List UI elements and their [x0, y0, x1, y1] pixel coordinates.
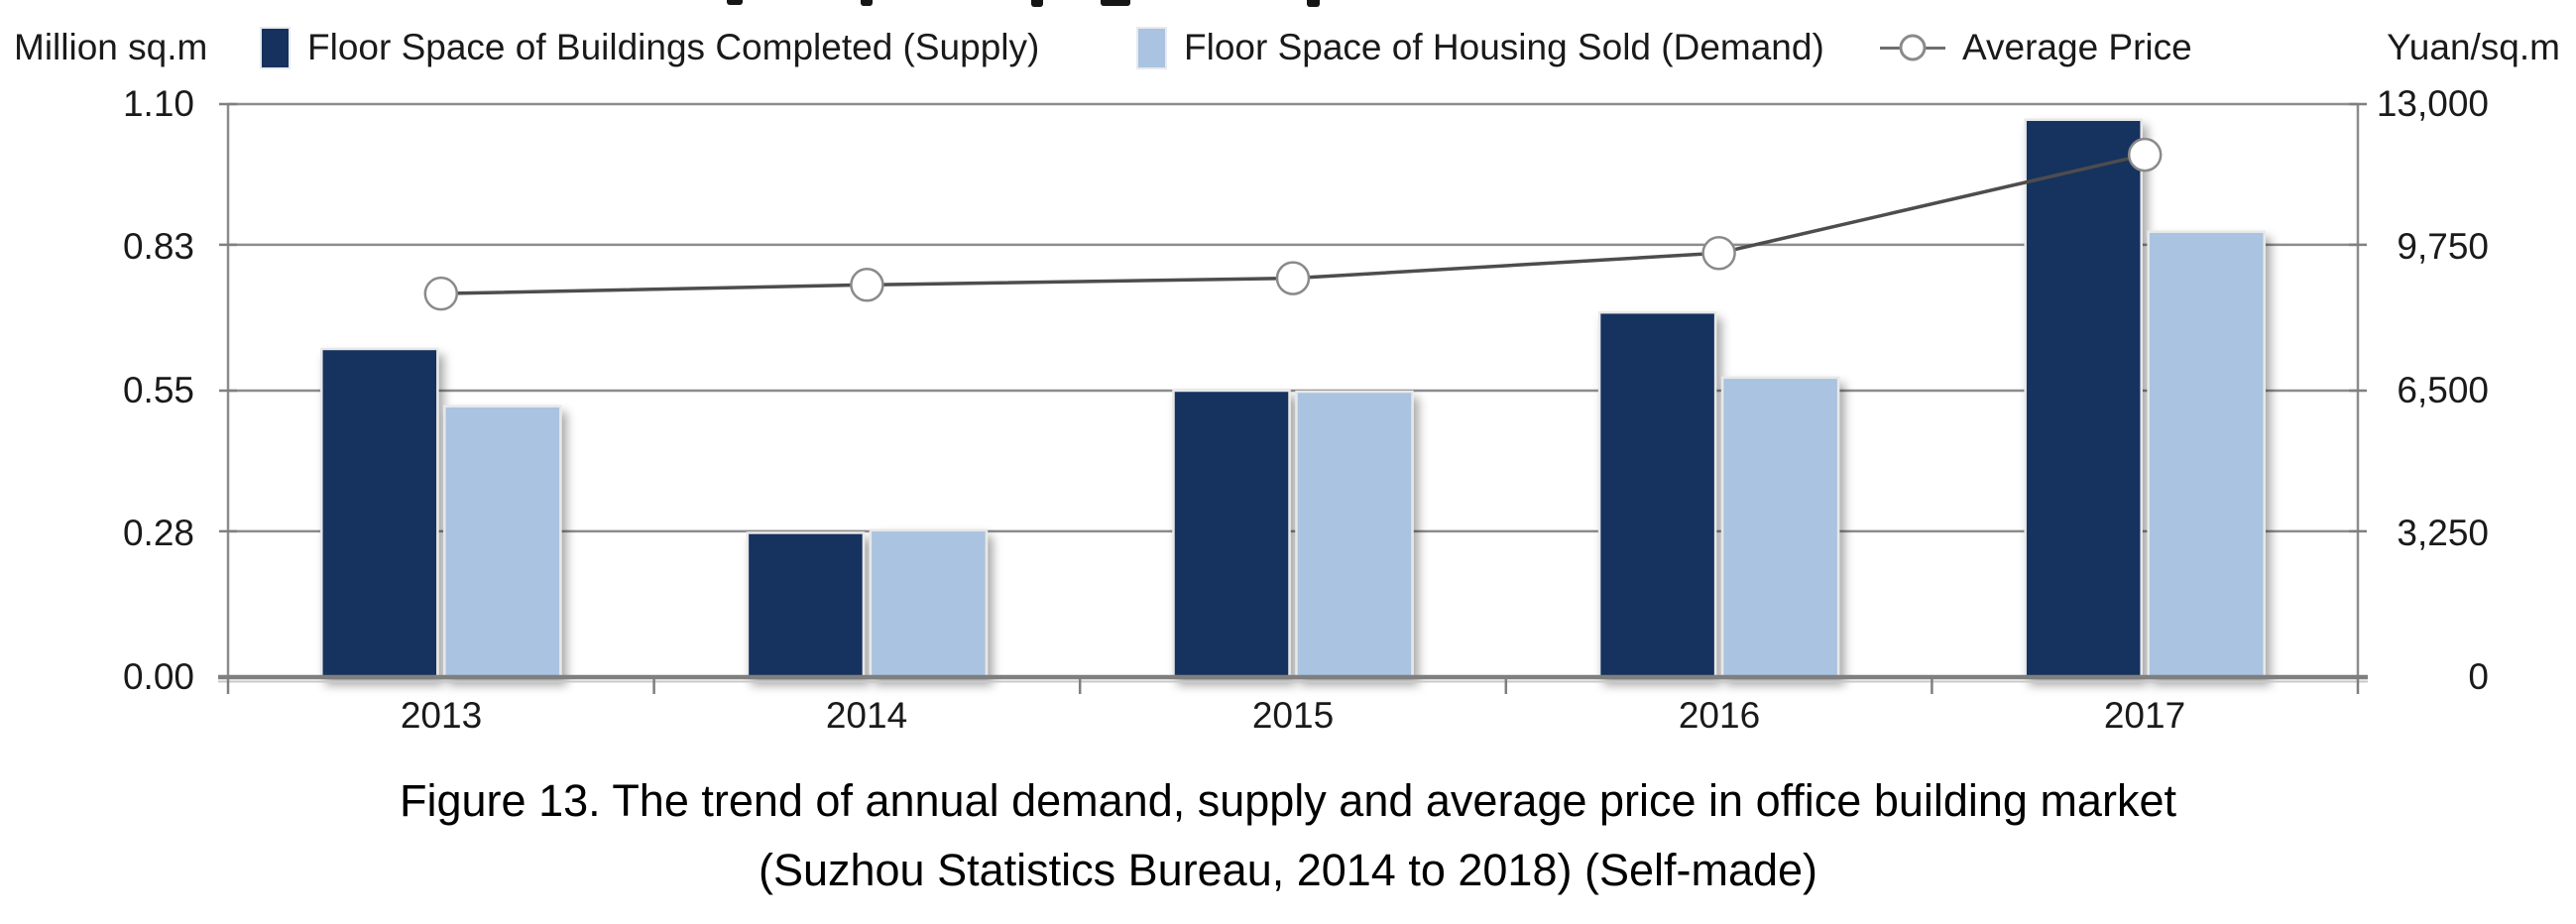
average-price-legend-label: Average Price [1962, 27, 2192, 67]
x-axis-label-2016: 2016 [1678, 695, 1761, 736]
cropped-text-artifact [1307, 0, 1320, 7]
gridlines [228, 102, 2358, 533]
average-price-point [1275, 261, 1311, 295]
supply-legend-label: Floor Space of Buildings Completed (Supp… [307, 27, 1040, 67]
average-price-point [2127, 137, 2163, 173]
left-axis-tick: 0.55 [122, 370, 194, 410]
cropped-text-artifact [1101, 0, 1130, 6]
figure-caption-line1: Figure 13. The trend of annual demand, s… [400, 775, 2176, 826]
legend-item-demand: Floor Space of Housing Sold (Demand) [1136, 24, 1824, 71]
x-axis-label-2015: 2015 [1251, 695, 1335, 736]
supply-legend-swatch [260, 26, 291, 69]
right-axis-tick: 13,000 [2376, 83, 2489, 124]
figure-caption-line2: (Suzhou Statistics Bureau, 2014 to 2018)… [758, 845, 1818, 895]
average-price-point [423, 276, 459, 311]
average-price-point [1701, 236, 1736, 271]
x-axis-label-2017: 2017 [2103, 695, 2186, 736]
left-axis-tick: 0.28 [122, 513, 194, 553]
left-axis-unit-label: Million sq.m [14, 27, 208, 67]
right-axis-tick: 0 [2468, 656, 2489, 697]
cropped-text-artifact [1031, 0, 1043, 7]
x-axis [218, 674, 2368, 694]
cropped-text-artifact [861, 0, 873, 6]
legend-item-average-price: Average Price [1880, 24, 2192, 71]
x-axis-label-2013: 2013 [400, 695, 483, 736]
left-axis-tick: 1.10 [122, 83, 194, 124]
left-axis-tick: 0.00 [122, 656, 194, 697]
left-axis-tick: 0.83 [122, 226, 194, 267]
x-axis-label-2014: 2014 [825, 695, 908, 736]
average-price-point [850, 268, 884, 302]
demand-legend-swatch [1136, 26, 1167, 69]
average-price-line [423, 137, 2163, 311]
right-axis-unit-label: Yuan/sq.m [2387, 27, 2560, 67]
right-axis-tick: 9,750 [2397, 226, 2489, 267]
cropped-text-artifact [727, 0, 743, 5]
combo-chart-plot [218, 102, 2368, 694]
bar-series-demand [443, 230, 2266, 679]
right-axis-tick: 6,500 [2397, 370, 2489, 410]
demand-legend-label: Floor Space of Housing Sold (Demand) [1184, 27, 1824, 67]
legend-item-supply: Floor Space of Buildings Completed (Supp… [260, 24, 1039, 71]
right-axis-tick: 3,250 [2397, 513, 2489, 553]
bar-series-supply [320, 118, 2143, 679]
average-price-marker-icon [1880, 24, 1945, 71]
